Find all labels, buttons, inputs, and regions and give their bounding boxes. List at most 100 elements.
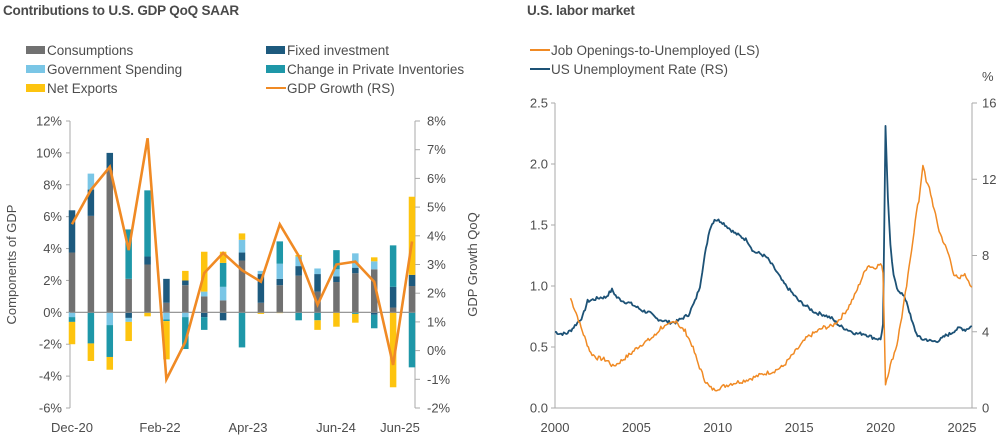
bar-segment-change-in-private-inventories	[314, 312, 321, 321]
bar-segment-fixed-investment	[389, 286, 397, 308]
left-axis-tick-label: -6%	[39, 401, 63, 416]
right-axis-title: GDP Growth QoQ	[465, 212, 480, 317]
chart-title-gdp: Contributions to U.S. GDP QoQ SAAR	[3, 3, 239, 18]
x-axis-tick-label: 2015	[785, 420, 814, 435]
bar-segment-fixed-investment	[163, 278, 170, 303]
bar-segment-government-spending	[276, 263, 284, 279]
bar-segment-change-in-private-inventories	[144, 190, 151, 257]
bar-segment-government-spending	[295, 256, 302, 267]
bar-segment-consumptions	[276, 285, 284, 313]
left-axis-tick-label: -2%	[39, 337, 63, 352]
bar-segment-change-in-private-inventories	[125, 229, 132, 279]
bar-segment-fixed-investment	[257, 274, 265, 303]
bar-segment-fixed-investment	[182, 280, 189, 286]
bar-segment-consumptions	[257, 302, 265, 313]
bar-segment-government-spending	[333, 269, 340, 277]
bar-segment-government-spending	[106, 312, 114, 326]
bar-segment-net-exports	[314, 320, 321, 330]
bar-segment-fixed-investment	[276, 278, 284, 286]
bar-segment-consumptions	[163, 302, 170, 313]
x-axis-tick-label: 2005	[622, 420, 651, 435]
x-axis-tick-label: Feb-22	[139, 420, 180, 435]
x-axis-tick-label: Jun-25	[380, 420, 420, 435]
left-axis-tick-label: 2.5	[530, 96, 548, 111]
left-axis-tick-label: 0%	[43, 305, 62, 320]
x-axis-tick-label: Dec-20	[51, 420, 93, 435]
bar-segment-consumptions	[370, 269, 378, 313]
bar-segment-consumptions	[389, 307, 397, 313]
bar-segment-fixed-investment	[370, 312, 378, 315]
legend-label: Government Spending	[47, 61, 183, 77]
gdp-contributions-chart: 12% 10% 8% 6% 4% 2% 0% -2% -4% -6% 8% 7% 6% 5% 4% 3% 2% 1…	[4, 114, 480, 436]
legend-label: Net Exports	[47, 80, 118, 96]
unemployment-rate-line	[554, 125, 973, 344]
legend-line	[266, 86, 286, 90]
bar-segment-net-exports	[408, 196, 416, 275]
bar-segment-fixed-investment	[125, 312, 132, 318]
left-axis-tick-label: 2.0	[530, 157, 548, 172]
bar-segment-fixed-investment	[200, 312, 208, 318]
bar-segment-consumptions	[333, 282, 340, 313]
bar-segment-change-in-private-inventories	[389, 245, 397, 287]
bar-segment-fixed-investment	[106, 152, 114, 171]
legend-item-gdp-growth: GDP Growth (RS)	[266, 79, 395, 97]
left-axis-tick-label: 10%	[36, 145, 62, 160]
bar-segment-change-in-private-inventories	[370, 314, 378, 329]
right-axis-tick-label: 0	[982, 401, 989, 416]
bar-segment-change-in-private-inventories	[408, 312, 416, 368]
left-axis-tick-label: 4%	[43, 241, 62, 256]
right-axis-tick-label: -2%	[427, 401, 451, 416]
legend-item-job-openings: Job Openings-to-Unemployed (LS)	[530, 41, 760, 59]
bar-segment-net-exports	[352, 313, 359, 323]
right-axis-tick-label: -1%	[427, 372, 451, 387]
left-axis-tick-label: 0.0	[530, 401, 548, 416]
right-axis-tick-label: 4%	[427, 228, 446, 243]
legend-label: Change in Private Inventories	[287, 61, 465, 77]
x-axis-tick-label: Jun-24	[316, 420, 356, 435]
bar-segment-change-in-private-inventories	[352, 312, 359, 314]
bar-segment-net-exports	[333, 312, 340, 327]
right-axis-tick-label: 8%	[427, 114, 446, 129]
legend-line	[530, 67, 550, 71]
right-axis-unit: %	[982, 69, 994, 84]
x-axis-tick-label: Apr-23	[228, 420, 267, 435]
bar-segment-government-spending	[200, 291, 208, 297]
bar-segment-consumptions	[68, 252, 76, 313]
bar-segment-net-exports	[389, 312, 397, 388]
bar-segment-fixed-investment	[333, 276, 340, 283]
left-axis-tick-label: 12%	[36, 114, 62, 129]
bar-segment-consumptions	[200, 296, 208, 313]
bar-segment-change-in-private-inventories	[182, 317, 189, 350]
legend-label: GDP Growth (RS)	[287, 80, 395, 96]
legend-item-net-exports: Net Exports	[26, 79, 118, 97]
x-axis-tick-label: 2020	[866, 420, 895, 435]
legend-item-private-inventories: Change in Private Inventories	[266, 60, 464, 78]
bar-segment-change-in-private-inventories	[238, 312, 246, 348]
bar-segment-net-exports	[257, 312, 265, 314]
legend-label: Consumptions	[47, 42, 134, 58]
bar-segment-government-spending	[125, 317, 132, 322]
bar-segment-change-in-private-inventories	[106, 325, 114, 357]
legend-label: Fixed investment	[287, 42, 390, 58]
bar-segment-fixed-investment	[219, 312, 227, 321]
bar-segment-consumptions	[238, 260, 246, 313]
right-axis-tick-label: 12	[982, 172, 996, 187]
right-axis-tick-label: 2%	[427, 286, 446, 301]
legend-swatch	[26, 46, 45, 54]
bar-segment-government-spending	[163, 312, 170, 320]
job-openings-ratio-line	[569, 164, 973, 392]
bar-segment-government-spending	[314, 268, 321, 275]
bar-segment-net-exports	[87, 343, 95, 361]
left-axis-tick-label: 6%	[43, 209, 62, 224]
bar-segment-fixed-investment	[68, 210, 76, 253]
bar-segment-net-exports	[370, 257, 378, 262]
left-axis-tick-label: 8%	[43, 177, 62, 192]
legend-swatch	[266, 46, 285, 54]
right-axis-tick-label: 6%	[427, 171, 446, 186]
legend-item-government-spending: Government Spending	[26, 60, 182, 78]
chart-title-labor: U.S. labor market	[527, 3, 635, 18]
bar-segment-change-in-private-inventories	[333, 250, 340, 270]
right-axis-tick-label: 7%	[427, 142, 446, 157]
left-axis-title: Components of GDP	[4, 205, 19, 325]
